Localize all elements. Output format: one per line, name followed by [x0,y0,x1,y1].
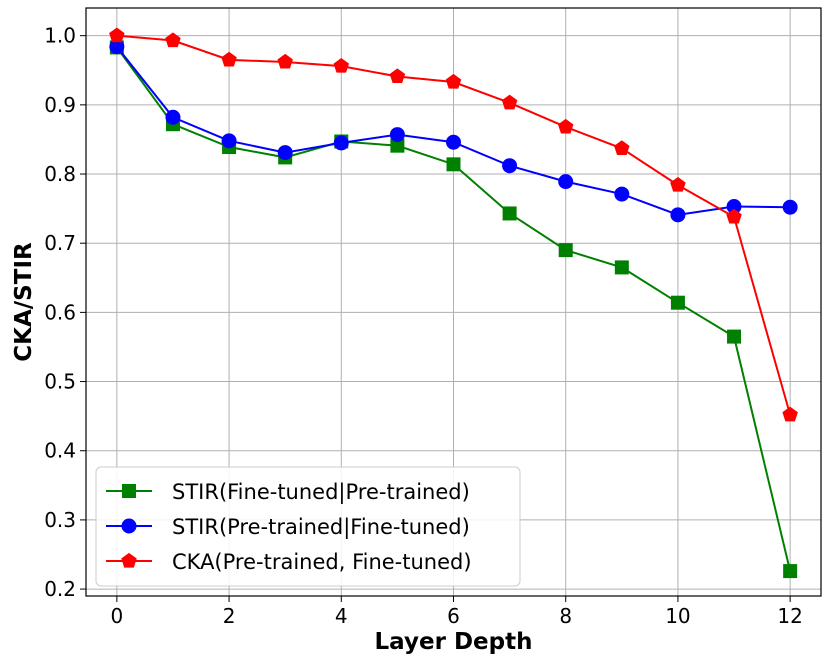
legend-item: STIR(Fine-tuned|Pre-trained) [106,480,470,505]
legend-item: CKA(Pre-trained, Fine-tuned) [106,550,472,574]
series-3-point [614,140,630,155]
series-2 [109,39,798,223]
series-3-point [333,57,350,73]
y-axis-title: CKA/STIR [11,242,37,362]
series-2-point [782,199,798,215]
legend-marker [121,518,137,534]
y-tick-label: 0.6 [44,300,76,324]
series-3-point [109,27,125,43]
series-3-point [277,53,293,69]
x-tick-label: 10 [665,604,690,628]
series-2-point [277,145,293,161]
legend-marker [122,484,136,498]
series-1-point [727,329,742,344]
x-tick-label: 12 [777,604,802,628]
series-1-point [783,564,798,579]
series-3-point [501,94,518,110]
axis-ticks: 0 2 4 6 8 10 12 0.2 0.3 0.4 0.5 0.6 0.7 0.8 0.9 1.0 [44,24,803,628]
x-axis-title: Layer Depth [375,629,533,655]
series-3-point [221,51,237,67]
series-1-point [558,243,573,258]
legend: STIR(Fine-tuned|Pre-trained) STIR(Pre-tra… [95,466,521,587]
y-tick-label: 0.7 [44,231,76,255]
y-tick-label: 0.4 [44,439,76,463]
series-2-point [333,135,349,151]
series-3-point [726,208,742,224]
y-tick-label: 1.0 [44,24,76,48]
legend-label: STIR(Pre-trained|Fine-tuned) [172,515,470,540]
legend-item: STIR(Pre-trained|Fine-tuned) [106,515,470,540]
series-3-point [165,32,181,48]
x-tick-label: 2 [223,604,236,628]
series-3-point [389,68,406,84]
series-1-point [614,260,629,275]
legend-label: CKA(Pre-trained, Fine-tuned) [172,550,472,574]
y-tick-label: 0.5 [44,370,76,394]
y-tick-label: 0.8 [44,162,76,186]
legend-marker [121,552,137,568]
series-3-point [670,176,686,192]
legend-label: STIR(Fine-tuned|Pre-trained) [172,480,470,505]
y-tick-label: 0.2 [44,577,76,601]
x-tick-label: 8 [559,604,572,628]
x-tick-label: 6 [447,604,460,628]
series-2-point [389,127,405,143]
y-tick-label: 0.3 [44,508,76,532]
series-1-point [446,157,461,172]
y-tick-label: 0.9 [44,93,76,117]
series-3-point [782,406,798,422]
series-2-point [558,174,574,190]
series-2-point [614,186,630,202]
series-layer [109,27,798,579]
series-3-point [557,118,574,134]
legend-box [95,466,521,587]
series-1-point [502,206,517,221]
series-2-point [165,109,181,125]
series-1-point [670,295,685,310]
series-2-point [446,134,461,150]
series-2-point [502,158,518,174]
series-2-point [221,133,237,149]
x-tick-label: 4 [335,604,348,628]
x-tick-label: 0 [110,604,123,628]
series-3-point [445,73,462,89]
series-3 [109,27,798,422]
series-2-point [670,207,686,223]
